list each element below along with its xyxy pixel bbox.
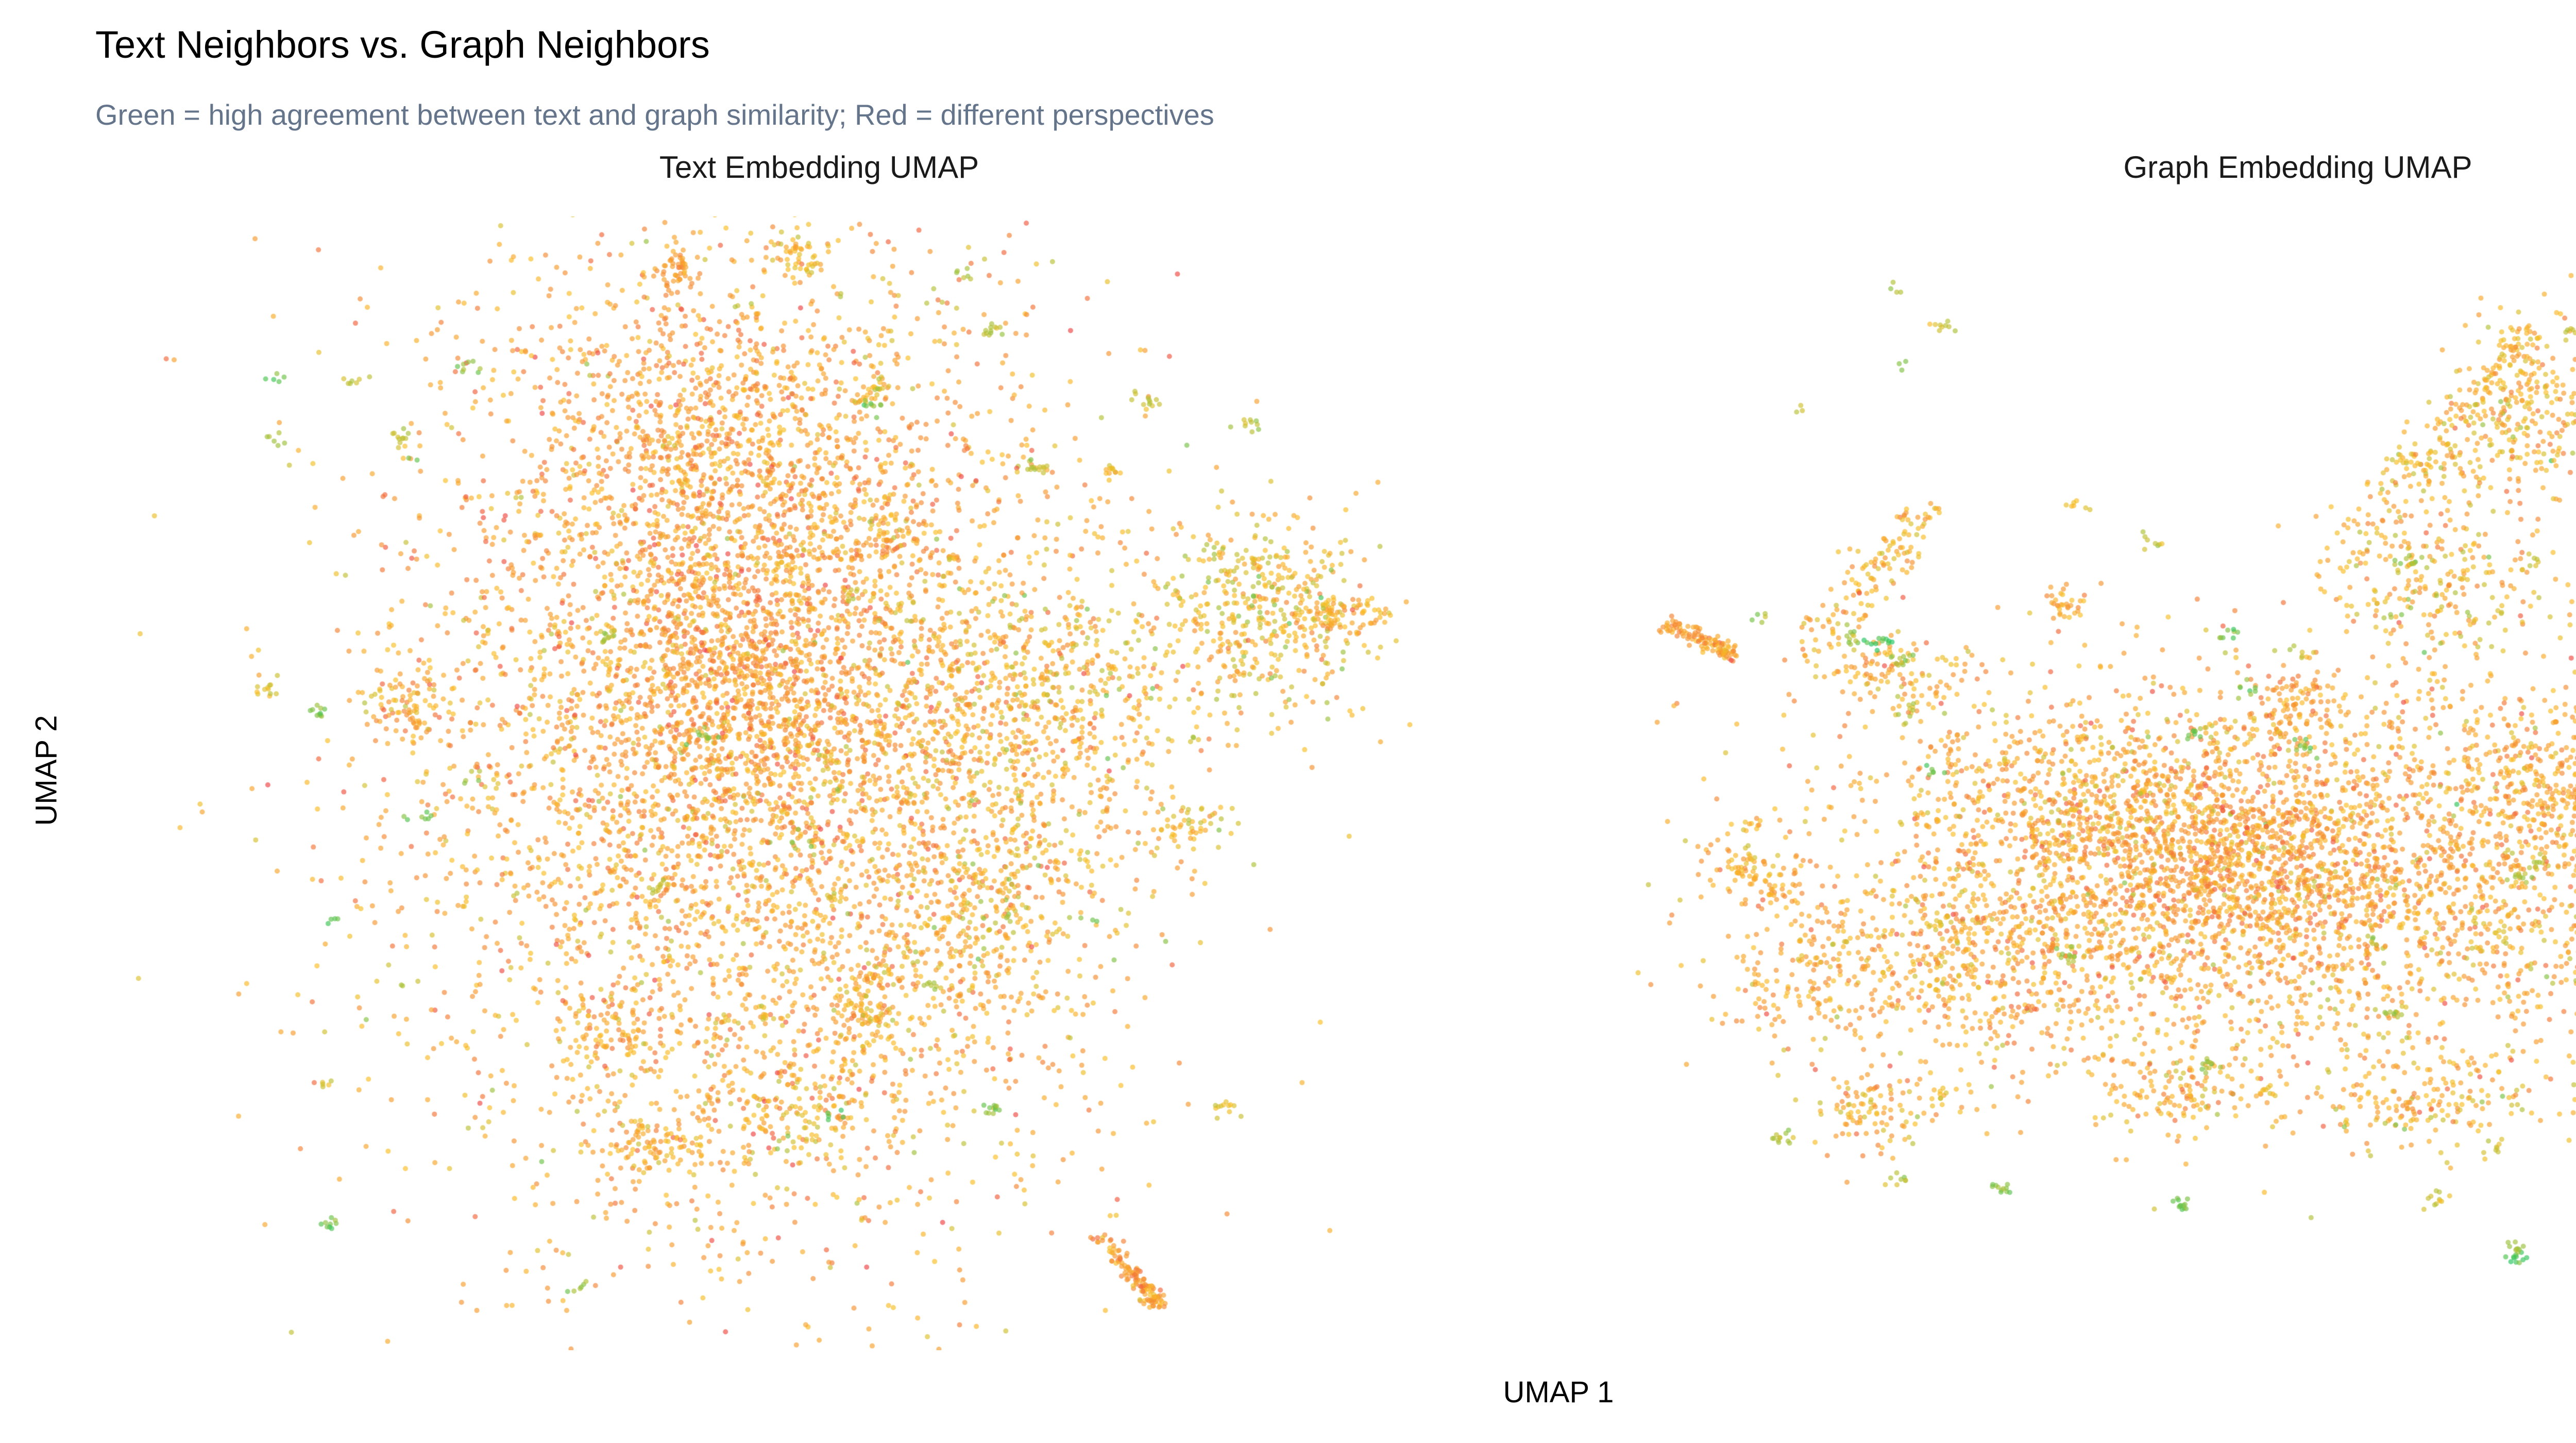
y-axis-label: UMAP 2 [29, 715, 63, 826]
graph-embedding-scatter-plot [1623, 216, 2576, 1350]
chart-title: Text Neighbors vs. Graph Neighbors [95, 23, 710, 66]
x-axis-label: UMAP 1 [1503, 1375, 1614, 1409]
text-embedding-scatter-plot [129, 216, 1468, 1350]
panel-title-text-umap: Text Embedding UMAP [659, 150, 979, 184]
panel-title-graph-umap: Graph Embedding UMAP [2123, 150, 2472, 184]
chart-subtitle: Green = high agreement between text and … [95, 98, 1214, 131]
